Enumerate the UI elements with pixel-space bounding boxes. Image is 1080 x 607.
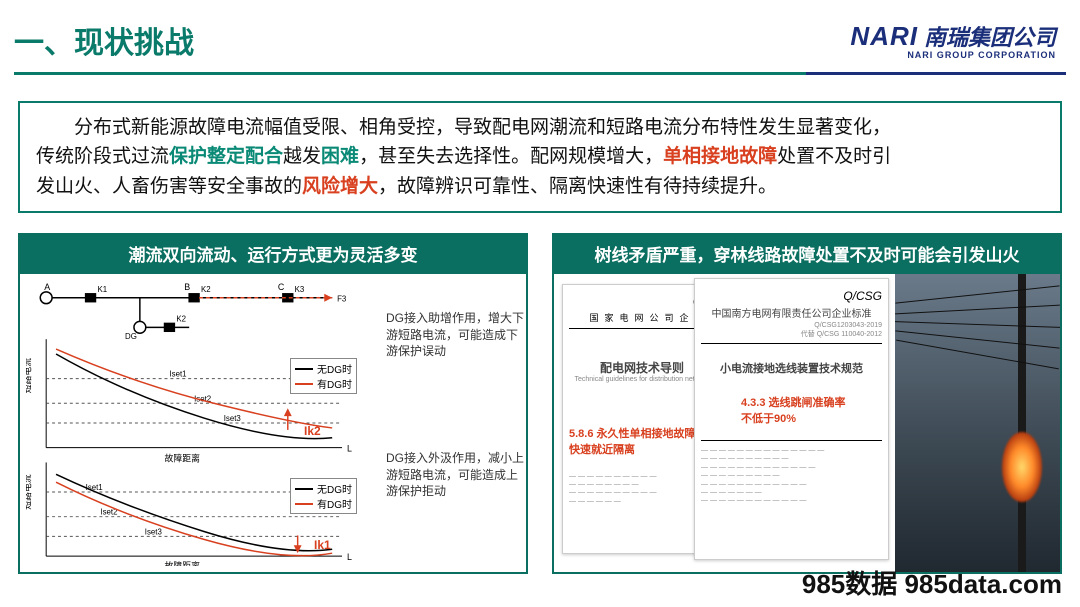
left-col-title: 潮流双向流动、运行方式更为灵活多变 <box>18 233 528 274</box>
brand-logo: NARI 南瑞集团公司 NARI GROUP CORPORATION <box>850 20 1056 60</box>
svg-text:Iset3: Iset3 <box>145 528 163 537</box>
header-divider <box>14 72 1066 75</box>
fire-icon <box>1002 432 1042 502</box>
svg-text:短路电流: 短路电流 <box>26 475 32 511</box>
svg-text:L: L <box>347 552 352 562</box>
right-column: 树线矛盾严重，穿林线路故障处置不及时可能会引发山火 Q/G 国家电网公司企 配电… <box>552 233 1062 574</box>
svg-text:K2: K2 <box>201 285 211 294</box>
note-bottom: DG接入外汲作用，减小上游短路电流，可能造成上游保护拒动 <box>386 450 526 499</box>
ik1-label: Ik1 <box>314 538 331 552</box>
svg-text:A: A <box>44 282 50 292</box>
fault-photo <box>895 274 1060 572</box>
svg-text:F3: F3 <box>337 295 347 304</box>
right-col-title: 树线矛盾严重，穿林线路故障处置不及时可能会引发山火 <box>552 233 1062 274</box>
hl-difficult: 困难 <box>321 146 359 167</box>
svg-text:B: B <box>184 282 190 292</box>
legend-top: 无DG时 有DG时 <box>290 358 357 394</box>
svg-text:L: L <box>347 444 352 454</box>
logo-en: NARI <box>850 21 918 52</box>
hl-protection: 保护整定配合 <box>169 146 283 167</box>
svg-text:DG: DG <box>125 332 137 341</box>
summary-box: 分布式新能源故障电流幅值受限、相角受控，导致配电网潮流和短路电流分布特性发生显著… <box>18 101 1062 213</box>
svg-text:Iset3: Iset3 <box>224 414 242 423</box>
left-column: 潮流双向流动、运行方式更为灵活多变 <box>18 233 528 574</box>
legend-bottom: 无DG时 有DG时 <box>290 478 357 514</box>
svg-text:故障距离: 故障距离 <box>165 560 201 566</box>
svg-text:Iset1: Iset1 <box>169 370 186 379</box>
ik2-label: Ik2 <box>304 424 321 438</box>
svg-text:K3: K3 <box>295 285 305 294</box>
hl-risk: 风险增大 <box>302 176 378 197</box>
doc-csg: Q/CSG 中国南方电网有限责任公司企业标准 Q/CSG1203043-2019… <box>694 278 889 560</box>
logo-sub: NARI GROUP CORPORATION <box>907 50 1056 60</box>
page-title: 一、现状挑战 <box>14 18 194 62</box>
svg-text:K2: K2 <box>176 315 186 324</box>
doc2-highlight: 4.3.3 选线跳闸准确率不低于90% <box>741 394 851 426</box>
logo-cn: 南瑞集团公司 <box>924 20 1056 52</box>
note-top: DG接入助增作用，增大下游短路电流，可能造成下游保护误动 <box>386 310 526 359</box>
svg-text:短路电流: 短路电流 <box>26 358 32 394</box>
left-diagram: A B C K1 K2 K3 F3 DG K2 L 短路电流 故障距离 <box>26 280 520 566</box>
svg-text:故障距离: 故障距离 <box>165 453 201 464</box>
watermark: 985数据 985data.com <box>802 564 1062 601</box>
svg-text:C: C <box>278 282 285 292</box>
summary-text: 分布式新能源故障电流幅值受限、相角受控，导致配电网潮流和短路电流分布特性发生显著… <box>74 117 891 138</box>
hl-fault: 单相接地故障 <box>663 146 777 167</box>
svg-text:K1: K1 <box>97 285 107 294</box>
